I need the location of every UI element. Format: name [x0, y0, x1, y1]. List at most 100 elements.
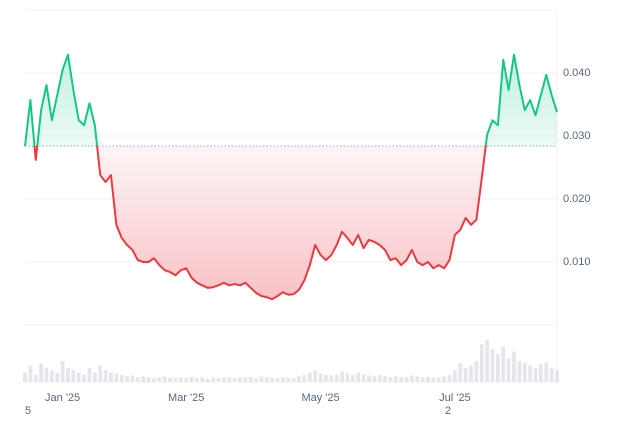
volume-bar — [463, 367, 468, 382]
volume-bar — [98, 365, 103, 382]
volume-bar — [286, 377, 291, 382]
volume-bar — [243, 377, 248, 382]
cut-label: 5 — [25, 405, 31, 416]
volume-bar — [479, 344, 484, 382]
volume-bar — [291, 378, 296, 382]
volume-bar — [474, 360, 479, 382]
volume-bar — [533, 367, 538, 382]
volume-bar — [447, 374, 452, 382]
volume-bar — [281, 377, 285, 382]
volume-bar — [173, 378, 178, 382]
volume-bar — [340, 371, 344, 382]
volume-bar — [404, 377, 409, 382]
volume-bar — [318, 373, 323, 382]
volume-bar — [232, 378, 237, 382]
volume-bar — [71, 370, 76, 382]
volume-bar — [426, 376, 430, 382]
x-tick-label: Jan '25 — [45, 392, 80, 404]
volume-bar — [92, 372, 97, 382]
volume-bar — [415, 376, 420, 382]
x-tick-label: May '25 — [301, 392, 339, 404]
volume-bar — [469, 365, 473, 382]
volume-bar — [377, 374, 382, 382]
volume-bar — [307, 372, 312, 382]
price-line — [24, 53, 558, 301]
volume-bar — [211, 377, 215, 382]
volume-bar — [103, 370, 108, 382]
volume-bar — [109, 372, 113, 382]
volume-bar — [458, 363, 463, 382]
volume-bar — [361, 374, 366, 382]
volume-bar — [544, 362, 549, 382]
volume-bar — [49, 370, 54, 382]
volume-bar — [393, 376, 398, 382]
volume-bar — [130, 375, 135, 382]
cut-label: 2 — [445, 405, 451, 416]
volume-bar — [270, 377, 275, 382]
volume-bar — [324, 374, 328, 382]
volume-bar — [28, 365, 33, 382]
volume-bar — [302, 374, 307, 382]
volume-bar — [87, 367, 92, 382]
volume-bar — [205, 378, 210, 382]
volume-bar — [227, 377, 232, 382]
volume-bar — [549, 367, 554, 382]
volume-bar — [119, 374, 124, 382]
volume-bar — [297, 376, 301, 382]
y-tick-label: 0.040 — [563, 67, 591, 79]
volume-bar — [356, 372, 361, 382]
volume-bar — [141, 376, 146, 382]
volume-bar — [528, 365, 533, 382]
y-tick-label: 0.020 — [563, 193, 591, 205]
volume-bar — [501, 346, 506, 382]
volume-bar — [383, 375, 387, 382]
volume-bar — [399, 376, 404, 382]
y-tick-label: 0.030 — [563, 130, 591, 142]
volume-bar — [125, 376, 129, 382]
volume-bar — [168, 377, 172, 382]
volume-bar — [33, 374, 38, 382]
volume-bar — [254, 378, 258, 382]
volume-bar — [248, 376, 253, 382]
x-tick-label: Mar '25 — [168, 392, 204, 404]
volume-bar — [66, 367, 70, 382]
volume-bar — [313, 370, 318, 382]
area — [25, 54, 557, 300]
volume-bar — [388, 377, 393, 382]
volume-bar — [82, 374, 86, 382]
volume-bar — [275, 378, 280, 382]
volume-bar — [152, 378, 156, 382]
volume-bar — [264, 377, 269, 382]
volume-bar — [490, 349, 495, 382]
volume-bar — [162, 376, 167, 382]
volume-bar — [195, 378, 199, 382]
x-tick-label: Jul '25 — [439, 392, 470, 404]
volume-bar — [157, 377, 162, 382]
volume-bar — [39, 363, 44, 382]
volume-bar — [329, 375, 334, 382]
volume-bar — [555, 370, 559, 382]
volume-bar — [146, 377, 151, 382]
volume-bar — [538, 364, 543, 382]
volume-bar — [485, 339, 490, 382]
volume-bar — [517, 360, 522, 382]
volume-bar — [334, 374, 339, 382]
volume-bar — [431, 377, 436, 382]
volume-bar — [506, 358, 511, 382]
volume-bar — [189, 376, 194, 382]
volume-bar — [178, 377, 183, 382]
volume-bar — [44, 367, 49, 382]
volume-bar — [442, 376, 447, 382]
volume-bar — [76, 372, 81, 382]
volume-bar — [345, 373, 350, 382]
volume-bar — [60, 360, 65, 382]
volume-bar — [496, 353, 500, 382]
y-tick-label: 0.010 — [563, 256, 591, 268]
volume-bar — [184, 377, 189, 382]
volume-bar — [512, 351, 516, 382]
volume-bar — [23, 372, 27, 382]
volume-bar — [372, 376, 377, 382]
volume-bar — [410, 375, 414, 382]
